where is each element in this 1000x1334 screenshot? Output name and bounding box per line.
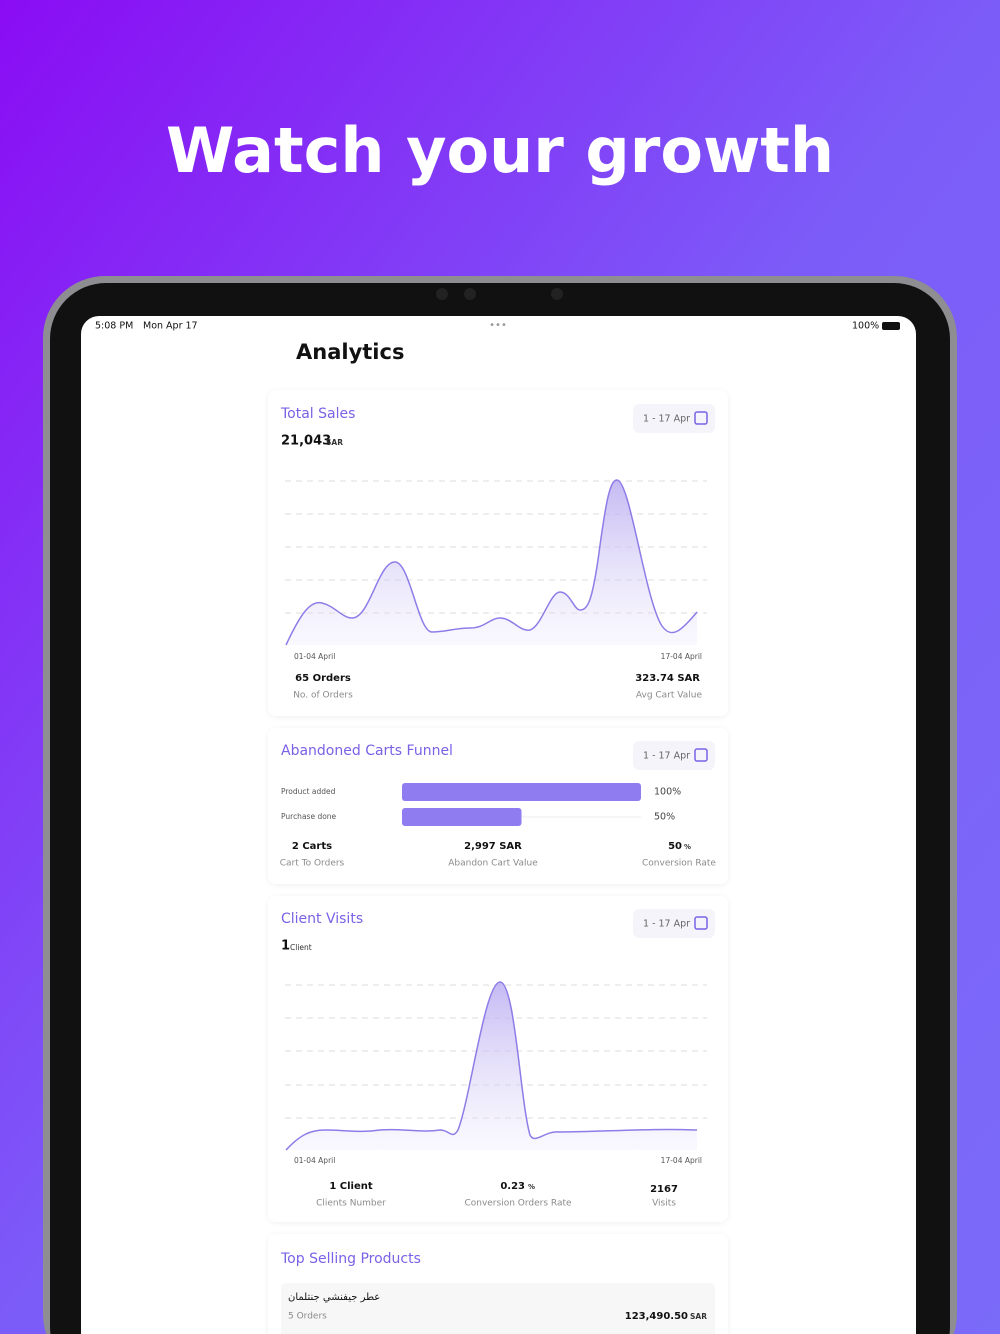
date-picker[interactable]	[633, 741, 715, 770]
funnel-value: 100%	[654, 787, 681, 798]
stat-value: 323.74 SAR	[635, 673, 700, 684]
stat-label: Visits	[652, 1199, 676, 1209]
card-title: Top Selling Products	[280, 1251, 421, 1267]
card-title: Client Visits	[281, 911, 363, 927]
sales-area	[286, 480, 697, 645]
stat-value: 2167	[650, 1184, 678, 1195]
date-picker[interactable]	[633, 404, 715, 433]
card	[268, 728, 728, 884]
x-end: 17-04 April	[661, 652, 702, 661]
sales-line	[285, 479, 698, 646]
amount: 1	[281, 939, 290, 954]
date-range: 1 - 17 Apr	[643, 414, 690, 425]
stat-label: Conversion Orders Rate	[464, 1199, 572, 1209]
date-picker[interactable]	[633, 909, 715, 938]
status-time: 5:08 PM	[95, 321, 133, 332]
product-amount: 123,490.50	[625, 1311, 688, 1322]
stat-label: No. of Orders	[293, 691, 353, 701]
stat-unit: %	[528, 1183, 535, 1191]
stat-label: Avg Cart Value	[636, 691, 703, 701]
card-title: Abandoned Carts Funnel	[281, 743, 453, 759]
headline: Watch your growth	[166, 114, 834, 187]
visits-area	[286, 982, 697, 1150]
date-range: 1 - 17 Apr	[643, 919, 690, 930]
funnel-label: Product added	[281, 787, 336, 796]
stat-value: 2 Carts	[292, 841, 332, 852]
page-title: Analytics	[296, 340, 404, 364]
funnel-bar	[402, 783, 641, 801]
stat-value: 0.23	[500, 1181, 525, 1192]
amount: 21,043	[281, 434, 331, 449]
unit: Client	[290, 943, 312, 952]
product-name: عطر جيفنشي جنتلمان	[288, 1292, 380, 1303]
stat-value: 65 Orders	[295, 673, 351, 684]
stat-value: 50	[668, 841, 682, 852]
product-orders: 5 Orders	[288, 1312, 327, 1322]
x-start: 01-04 April	[294, 652, 335, 661]
visits-line	[285, 981, 698, 1151]
status-date: Mon Apr 17	[143, 321, 198, 332]
stat-label: Abandon Cart Value	[448, 859, 538, 869]
stat-value: 1 Client	[329, 1181, 373, 1192]
unit: SAR	[326, 438, 343, 447]
x-end: 17-04 April	[661, 1156, 702, 1165]
product-unit: SAR	[690, 1312, 707, 1321]
stat-label: Cart To Orders	[280, 859, 345, 869]
grid	[285, 480, 707, 614]
date-range: 1 - 17 Apr	[643, 751, 690, 762]
card-title: Total Sales	[280, 406, 355, 422]
funnel-label: Purchase done	[281, 812, 337, 821]
funnel-value: 50%	[654, 812, 675, 823]
x-start: 01-04 April	[294, 1156, 335, 1165]
stat-label: Conversion Rate	[642, 859, 716, 869]
status-battery: 100%	[852, 321, 879, 332]
stat-unit: %	[684, 843, 691, 851]
stat-value: 2,997 SAR	[464, 841, 522, 852]
funnel-bar	[402, 808, 522, 826]
product-row[interactable]	[281, 1283, 715, 1334]
svg-text:•••: •••	[489, 320, 507, 331]
stat-label: Clients Number	[316, 1199, 386, 1209]
